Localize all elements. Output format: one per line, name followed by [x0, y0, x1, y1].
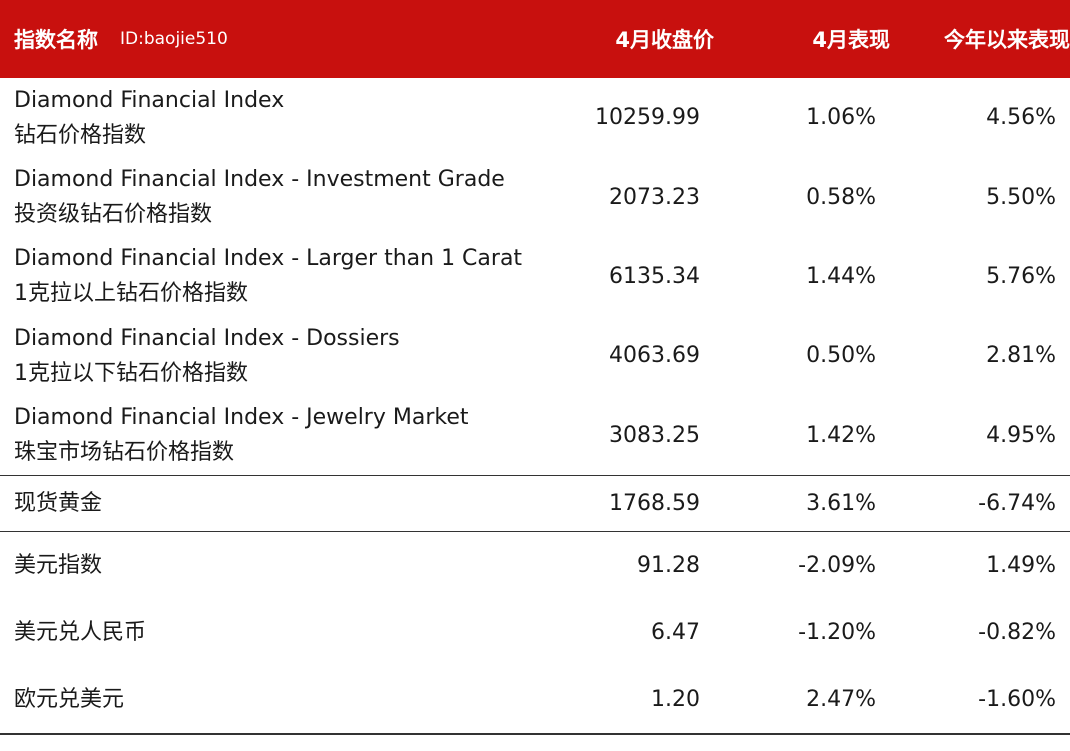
- close-value: 4063.69: [609, 343, 700, 369]
- index-name-en: Diamond Financial Index - Larger than 1 …: [14, 246, 523, 272]
- table-row: Diamond Financial Index - Jewelry Market…: [0, 396, 1070, 475]
- close-value: 2073.23: [609, 184, 700, 210]
- april-value: -2.09%: [798, 552, 876, 578]
- close-value: 6135.34: [609, 263, 700, 289]
- close-value: 91.28: [637, 552, 700, 578]
- table-header: 指数名称 ID:baojie510 4月收盘价 4月表现 今年以来表现: [0, 0, 1070, 78]
- index-name-cell: 美元指数: [14, 552, 103, 578]
- index-name-cell: Diamond Financial Index - Larger than 1 …: [0, 241, 560, 311]
- index-name-cell: Diamond Financial Index - Jewelry Market…: [0, 400, 560, 470]
- index-name-en: Diamond Financial Index - Dossiers: [14, 325, 400, 351]
- header-april-performance: 4月表现: [812, 28, 890, 52]
- index-name-en: Diamond Financial Index: [14, 87, 285, 113]
- close-value: 3083.25: [609, 422, 700, 448]
- april-value: 1.06%: [806, 105, 876, 131]
- header-ytd-performance: 今年以来表现: [944, 28, 1070, 52]
- ytd-value: -6.74%: [978, 490, 1056, 516]
- table-row-gold: 现货黄金 1768.59 3.61% -6.74%: [0, 476, 1070, 531]
- april-value: 1.42%: [806, 422, 876, 448]
- table-row: Diamond Financial Index - Investment Gra…: [0, 157, 1070, 236]
- ytd-value: 5.50%: [986, 184, 1056, 210]
- ytd-value: -1.60%: [978, 686, 1056, 712]
- april-value: 0.58%: [806, 184, 876, 210]
- ytd-value: 1.49%: [986, 552, 1056, 578]
- index-name-cell: 现货黄金: [14, 490, 103, 516]
- index-name-en: Diamond Financial Index - Jewelry Market: [14, 405, 469, 431]
- header-name-cell: 指数名称 ID:baojie510: [0, 24, 574, 54]
- ytd-value: 4.95%: [986, 422, 1056, 448]
- index-name-cell: 美元兑人民币: [14, 619, 147, 645]
- close-value: 6.47: [651, 619, 700, 645]
- table-row-fx: 欧元兑美元 1.20 2.47% -1.60%: [0, 666, 1070, 733]
- index-name-cell: Diamond Financial Index - Dossiers 1克拉以下…: [0, 321, 560, 391]
- header-index-name: 指数名称: [14, 28, 98, 52]
- index-name-cn: 投资级钻石价格指数: [14, 202, 213, 228]
- ytd-value: 2.81%: [986, 343, 1056, 369]
- index-performance-table: 指数名称 ID:baojie510 4月收盘价 4月表现 今年以来表现 Diam…: [0, 0, 1070, 735]
- april-value: 0.50%: [806, 343, 876, 369]
- index-name-cn: 1克拉以上钻石价格指数: [14, 281, 248, 307]
- april-value: -1.20%: [798, 619, 876, 645]
- table-row: Diamond Financial Index - Dossiers 1克拉以下…: [0, 316, 1070, 395]
- index-name-cn: 珠宝市场钻石价格指数: [14, 440, 235, 466]
- table-bottom-rule: [0, 732, 1070, 735]
- section-divider: [0, 530, 1070, 532]
- close-value: 1.20: [651, 686, 700, 712]
- section-divider: [0, 474, 1070, 476]
- april-value: 2.47%: [806, 686, 876, 712]
- header-april-close: 4月收盘价: [615, 28, 714, 52]
- table-row-fx: 美元兑人民币 6.47 -1.20% -0.82%: [0, 599, 1070, 666]
- index-name-cn: 1克拉以下钻石价格指数: [14, 360, 248, 386]
- close-value: 10259.99: [595, 105, 700, 131]
- april-value: 3.61%: [806, 490, 876, 516]
- table-row-fx: 美元指数 91.28 -2.09% 1.49%: [0, 532, 1070, 599]
- header-id-text: ID:baojie510: [120, 29, 228, 49]
- table-row: Diamond Financial Index 钻石价格指数 10259.99 …: [0, 78, 1070, 157]
- ytd-value: -0.82%: [978, 619, 1056, 645]
- index-name-cell: Diamond Financial Index - Investment Gra…: [0, 162, 560, 232]
- ytd-value: 4.56%: [986, 105, 1056, 131]
- close-value: 1768.59: [609, 490, 700, 516]
- april-value: 1.44%: [806, 263, 876, 289]
- index-name-cell: 欧元兑美元: [14, 686, 125, 712]
- index-name-cn: 钻石价格指数: [14, 122, 147, 148]
- table-row: Diamond Financial Index - Larger than 1 …: [0, 237, 1070, 316]
- index-name-en: Diamond Financial Index - Investment Gra…: [14, 167, 505, 193]
- ytd-value: 5.76%: [986, 263, 1056, 289]
- index-name-cell: Diamond Financial Index 钻石价格指数: [0, 83, 560, 153]
